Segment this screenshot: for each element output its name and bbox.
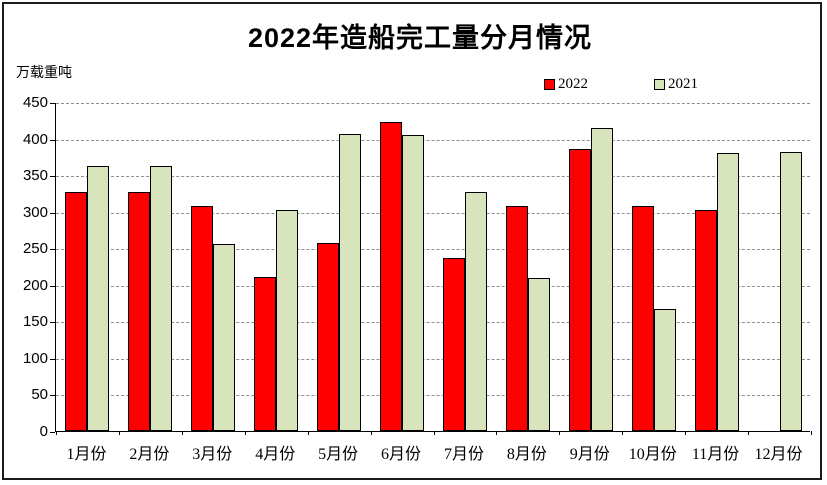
bar-2021-2月份 bbox=[150, 166, 173, 431]
bar-2021-6月份 bbox=[402, 134, 425, 431]
bar-2022-11月份 bbox=[694, 210, 717, 431]
gridline-350 bbox=[56, 176, 810, 178]
x-axis-label-8月份: 8月份 bbox=[506, 446, 547, 463]
x-axis-tick bbox=[559, 431, 561, 435]
y-axis-label-350: 350 bbox=[22, 167, 48, 185]
bar-2022-1月份 bbox=[65, 191, 88, 431]
bar-2021-3月份 bbox=[213, 243, 236, 431]
x-axis-tick bbox=[433, 431, 435, 435]
x-axis-label-1月份: 1月份 bbox=[66, 446, 107, 463]
legend-label-2022: 2022 bbox=[558, 76, 588, 92]
x-axis-label-12月份: 12月份 bbox=[754, 446, 803, 463]
x-axis-tick bbox=[307, 431, 309, 435]
x-axis-label-5月份: 5月份 bbox=[318, 446, 359, 463]
y-axis-tick-200 bbox=[50, 285, 55, 287]
legend-item-2022: 2022 bbox=[544, 76, 588, 93]
legend-swatch-2021 bbox=[654, 79, 665, 90]
bar-2021-12月份 bbox=[779, 151, 802, 431]
y-axis-label-200: 200 bbox=[22, 276, 48, 294]
bar-2021-8月份 bbox=[527, 278, 550, 431]
y-axis-label-50: 50 bbox=[31, 386, 48, 404]
bar-2021-9月份 bbox=[590, 128, 613, 431]
bar-2021-10月份 bbox=[653, 308, 676, 431]
bar-2022-5月份 bbox=[317, 243, 340, 431]
gridline-400 bbox=[56, 139, 810, 141]
x-axis-tick bbox=[56, 431, 57, 435]
bar-2021-4月份 bbox=[276, 210, 299, 431]
x-axis-label-7月份: 7月份 bbox=[443, 446, 484, 463]
y-axis-unit-label: 万载重吨 bbox=[16, 66, 72, 81]
y-axis-tick-300 bbox=[50, 212, 55, 214]
bar-2022-4月份 bbox=[254, 277, 277, 431]
y-axis-tick-250 bbox=[50, 249, 55, 251]
legend-label-2021: 2021 bbox=[668, 76, 698, 92]
x-axis-label-4月份: 4月份 bbox=[255, 446, 296, 463]
x-axis-label-11月份: 11月份 bbox=[691, 446, 740, 463]
gridline-450 bbox=[56, 103, 810, 104]
x-axis-label-10月份: 10月份 bbox=[628, 446, 677, 463]
x-axis-tick bbox=[622, 431, 624, 435]
y-axis-label-150: 150 bbox=[22, 313, 48, 331]
x-axis-label-3月份: 3月份 bbox=[192, 446, 233, 463]
plot-area bbox=[50, 103, 812, 435]
x-axis-tick bbox=[748, 431, 750, 435]
y-axis-tick-350 bbox=[50, 176, 55, 178]
x-axis-tick bbox=[244, 431, 246, 435]
y-axis-tick-400 bbox=[50, 139, 55, 141]
bar-2022-9月份 bbox=[568, 148, 591, 431]
y-axis-label-0: 0 bbox=[39, 423, 48, 440]
gridline-150 bbox=[56, 322, 810, 324]
y-axis-tick-450 bbox=[50, 103, 55, 104]
bar-2021-1月份 bbox=[87, 166, 110, 431]
chart-outer-border bbox=[2, 2, 822, 480]
gridline-100 bbox=[56, 358, 810, 360]
bar-2021-11月份 bbox=[716, 153, 739, 431]
gridline-200 bbox=[56, 285, 810, 287]
y-axis-tick-50 bbox=[50, 395, 55, 397]
x-axis-tick bbox=[118, 431, 120, 435]
legend-swatch-2022 bbox=[544, 79, 555, 90]
gridline-300 bbox=[56, 212, 810, 214]
y-axis-label-400: 400 bbox=[22, 130, 48, 148]
bar-2021-7月份 bbox=[464, 191, 487, 431]
x-axis-label-9月份: 9月份 bbox=[569, 446, 610, 463]
bar-2022-3月份 bbox=[191, 205, 214, 431]
legend: 2022 2021 bbox=[544, 76, 698, 93]
y-axis-label-250: 250 bbox=[22, 240, 48, 258]
y-axis-tick-150 bbox=[50, 322, 55, 324]
bar-2021-5月份 bbox=[339, 134, 362, 431]
x-axis-tick bbox=[811, 431, 812, 435]
bar-2022-2月份 bbox=[128, 191, 151, 431]
x-axis-tick bbox=[181, 431, 183, 435]
legend-item-2021: 2021 bbox=[654, 76, 698, 93]
x-axis-label-2月份: 2月份 bbox=[129, 446, 170, 463]
y-axis-label-100: 100 bbox=[22, 349, 48, 367]
chart-title: 2022年造船完工量分月情况 bbox=[247, 23, 593, 53]
x-axis-label-6月份: 6月份 bbox=[381, 446, 422, 463]
bar-2022-10月份 bbox=[631, 205, 654, 431]
x-axis-tick bbox=[370, 431, 372, 435]
bar-2022-8月份 bbox=[505, 205, 528, 431]
y-axis-label-300: 300 bbox=[22, 203, 48, 221]
y-axis-label-450: 450 bbox=[22, 94, 48, 111]
x-axis-tick bbox=[685, 431, 687, 435]
gridline-50 bbox=[56, 395, 810, 397]
x-axis-tick bbox=[496, 431, 498, 435]
bar-2022-6月份 bbox=[380, 122, 403, 431]
gridline-250 bbox=[56, 249, 810, 251]
bar-2022-7月份 bbox=[442, 258, 465, 431]
y-axis-tick-0 bbox=[50, 432, 55, 433]
y-axis-tick-100 bbox=[50, 358, 55, 360]
